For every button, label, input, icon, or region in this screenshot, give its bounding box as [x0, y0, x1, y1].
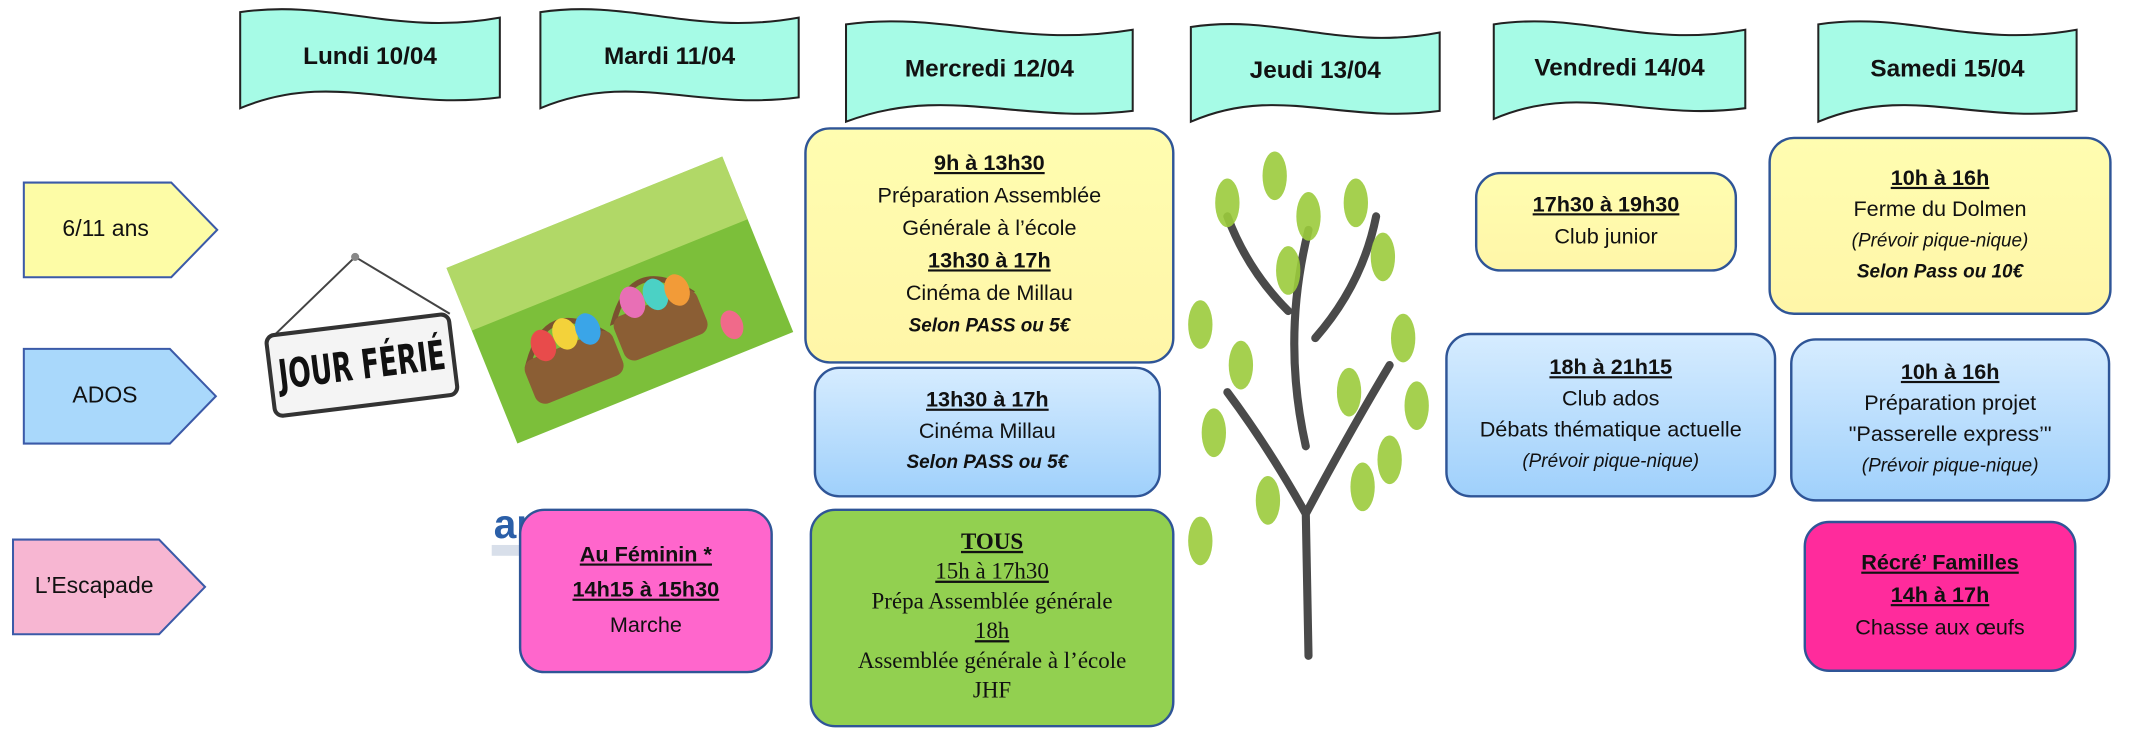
event-line: 10h à 16h [1901, 359, 2000, 384]
event: 9h à 13h30 Préparation Assemblée Générale … [805, 128, 1173, 362]
easter-photo [446, 157, 793, 444]
event: 10h à 16h Ferme du Dolmen (Prévoir pique-n… [1770, 138, 2111, 314]
day-label: Lundi 10/04 [303, 43, 437, 70]
day-label: Samedi 15/04 [1870, 56, 2025, 83]
day-label: Jeudi 13/04 [1250, 57, 1382, 84]
event-line: 10h à 16h [1891, 165, 1990, 190]
event-line: Cinéma de Millau [906, 280, 1073, 305]
event-line: Selon PASS ou 5€ [907, 452, 1070, 473]
event-line: 17h30 à 19h30 [1533, 191, 1680, 216]
event: Récré’ Familles 14h à 17h Chasse aux œufs [1805, 522, 2075, 671]
event-line: (Prévoir pique-nique) [1852, 230, 2029, 251]
schedule: JOUR FÉRIÉ ars Lundi [0, 0, 2141, 737]
event-box [1476, 173, 1736, 270]
event-line: Club ados [1562, 385, 1660, 410]
event: 18h à 21h15 Club ados Débats thématique ac… [1446, 334, 1775, 496]
event-line: Ferme du Dolmen [1853, 196, 2026, 221]
event-line: 18h à 21h15 [1549, 354, 1672, 379]
event-line: Préparation Assemblée [878, 182, 1102, 207]
event-line: Selon Pass ou 10€ [1857, 261, 2025, 282]
event: Au Féminin * 14h15 à 15h30 Marche [520, 510, 772, 672]
event-line: 13h30 à 17h [928, 247, 1051, 272]
event-line: Chasse aux œufs [1855, 615, 2025, 640]
event: 17h30 à 19h30 Club junior [1476, 173, 1736, 270]
event-line: TOUS [961, 529, 1023, 554]
event-line: "Passerelle express’" [1849, 421, 2052, 446]
event-line: (Prévoir pique-nique) [1522, 451, 1699, 472]
tree-image [1188, 151, 1429, 655]
event-line: 13h30 à 17h [926, 387, 1049, 412]
event-line: Préparation projet [1864, 390, 2036, 415]
day-label: Mercredi 12/04 [905, 56, 1075, 83]
event-line: (Prévoir pique-nique) [1862, 456, 2039, 477]
event-line: Au Féminin * [580, 542, 713, 567]
event-line: Marche [610, 612, 682, 637]
event-line: JHF [973, 678, 1011, 703]
event-line: 14h à 17h [1891, 582, 1990, 607]
event-line: Cinéma Millau [919, 418, 1056, 443]
event-line: Assemblée générale à l’école [858, 648, 1126, 673]
event-line: Générale à l’école [902, 215, 1076, 240]
page: { "days": ["Lundi 10/04", "Mardi 11/04",… [0, 0, 2141, 737]
event-line: 14h15 à 15h30 [573, 577, 720, 602]
event-line: Club junior [1554, 224, 1657, 249]
holiday-sign: JOUR FÉRIÉ [266, 253, 458, 417]
event-line: Récré’ Familles [1861, 550, 2018, 575]
event: 13h30 à 17h Cinéma Millau Selon PASS ou 5€ [815, 368, 1160, 496]
event-line: 9h à 13h30 [934, 150, 1045, 175]
group-label: 6/11 ans [62, 215, 148, 241]
event: 10h à 16h Préparation projet "Passerelle e… [1791, 339, 2109, 500]
event: TOUS 15h à 17h30 Prépa Assemblée générale 1… [811, 510, 1173, 726]
day-label: Vendredi 14/04 [1534, 54, 1705, 81]
event-line: Prépa Assemblée générale [872, 588, 1113, 613]
day-label: Mardi 11/04 [604, 43, 736, 70]
event-line: Selon PASS ou 5€ [909, 316, 1072, 337]
event-line: Débats thématique actuelle [1480, 416, 1742, 441]
group-label: ADOS [72, 381, 137, 407]
event-line: 15h à 17h30 [935, 559, 1049, 584]
event-line: 18h [975, 618, 1010, 643]
group-label: L’Escapade [35, 572, 154, 598]
